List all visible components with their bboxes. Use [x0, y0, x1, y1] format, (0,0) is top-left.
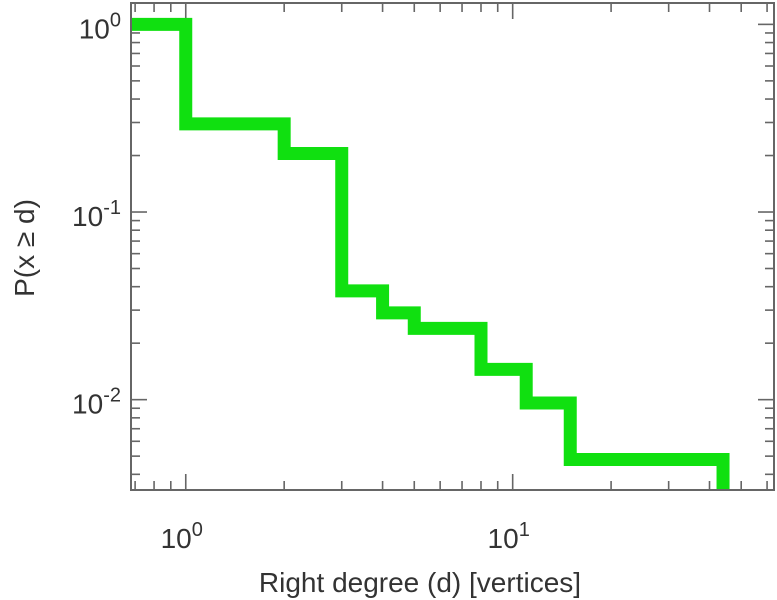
x-axis-label: Right degree (d) [vertices] [259, 567, 581, 598]
y-axis-label: P(x ≥ d) [9, 199, 40, 297]
x-tick-labels: 100 101 [161, 519, 530, 554]
series-line-ccdf [131, 17, 730, 490]
y-tick-labels: 100 10-1 10-2 [72, 9, 121, 419]
minor-ticks [131, 3, 774, 490]
plot-frame [130, 2, 775, 491]
major-ticks [131, 3, 774, 490]
y-tick-label: 10-2 [72, 385, 121, 420]
y-tick-label: 100 [79, 9, 121, 44]
x-tick-label: 101 [488, 519, 530, 554]
x-tick-label: 100 [161, 519, 203, 554]
y-tick-label: 10-1 [72, 197, 121, 232]
